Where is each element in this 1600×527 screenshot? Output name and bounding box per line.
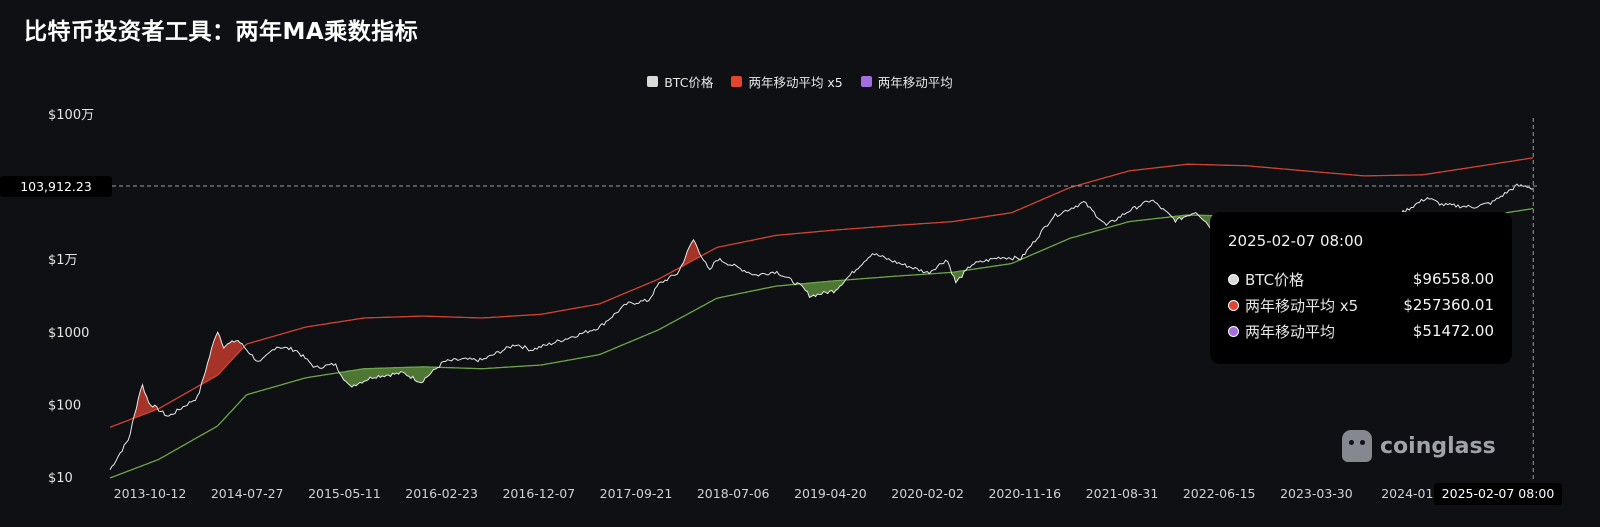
x-tick-label: 2020-11-16: [988, 486, 1061, 501]
undervalued-fill-region: [339, 366, 438, 388]
x-tick-label: 2017-09-21: [600, 486, 673, 501]
tooltip-row-2y-ma: 两年移动平均 $51472.00: [1228, 318, 1494, 344]
series-line-2y-ma-x5: [109, 157, 1534, 428]
x-tick-label: 2019-04-20: [794, 486, 867, 501]
chart-title: 比特币投资者工具：两年MA乘数指标: [24, 19, 419, 45]
tooltip-label-2y-ma-x5: 两年移动平均 x5: [1245, 296, 1359, 315]
x-tick-label: 2016-02-23: [405, 486, 478, 501]
x-tick-label: 2015-05-11: [308, 486, 381, 501]
legend-label-btc-price: BTC价格: [664, 75, 714, 90]
legend-label-2y-ma-x5: 两年移动平均 x5: [748, 75, 843, 90]
tooltip-label-2y-ma: 两年移动平均: [1245, 322, 1336, 341]
tooltip-date: 2025-02-07 08:00: [1228, 232, 1364, 250]
coinglass-watermark: coinglass: [1342, 430, 1496, 462]
tooltip-value-2y-ma: $51472.00: [1412, 322, 1494, 340]
tooltip-label-btc-price: BTC价格: [1245, 270, 1305, 289]
undervalued-fill-region: [1173, 215, 1190, 223]
x-tick-label: 2022-06-15: [1183, 486, 1256, 501]
tooltip-value-btc-price: $96558.00: [1412, 270, 1494, 288]
legend-swatch-btc-price: [647, 76, 659, 87]
legend-item-btc-price[interactable]: BTC价格: [647, 72, 713, 91]
tooltip-row-btc-price: BTC价格 $96558.00: [1228, 266, 1494, 292]
overheat-fill-region: [681, 239, 700, 267]
x-tick-label: 2018-07-06: [697, 486, 770, 501]
y-tick-label: $1万: [48, 253, 78, 268]
coinglass-logo-icon: [1342, 430, 1372, 462]
x-tick-label: 2021-08-31: [1086, 486, 1159, 501]
x-tick-label: 2020-02-02: [891, 486, 964, 501]
crosshair-date-label: 2025-02-07 08:00: [1434, 483, 1562, 505]
x-tick-label: 2016-12-07: [502, 486, 575, 501]
x-tick-label: 2013-10-12: [114, 486, 187, 501]
undervalued-fill-region: [801, 280, 844, 298]
tooltip-dot-2y-ma: [1228, 325, 1239, 337]
y-tick-label: $100万: [48, 108, 94, 123]
y-tick-label: $100: [48, 398, 81, 413]
tooltip-dot-2y-ma-x5: [1228, 299, 1239, 311]
crosshair-price-label: 103,912.23: [0, 176, 112, 197]
legend-item-2y-ma-x5[interactable]: 两年移动平均 x5: [731, 72, 843, 91]
legend-item-2y-ma[interactable]: 两年移动平均: [860, 72, 953, 91]
tooltip-panel: 2025-02-07 08:00 BTC价格 $96558.00 两年移动平均 …: [1210, 212, 1512, 364]
chart-legend: BTC价格 两年移动平均 x5 两年移动平均: [0, 72, 1600, 91]
legend-swatch-2y-ma: [860, 76, 872, 87]
watermark-text: coinglass: [1380, 433, 1496, 459]
tooltip-row-2y-ma-x5: 两年移动平均 x5 $257360.01: [1228, 292, 1494, 318]
y-tick-label: $10: [48, 471, 73, 486]
overheat-fill-region: [201, 332, 243, 385]
legend-swatch-2y-ma-x5: [731, 76, 743, 87]
x-tick-label: 2024-01-1: [1381, 486, 1446, 501]
x-tick-label: 2023-03-30: [1280, 486, 1353, 501]
tooltip-value-2y-ma-x5: $257360.01: [1403, 296, 1494, 314]
undervalued-fill-region: [951, 270, 964, 283]
y-tick-label: $1000: [48, 326, 89, 341]
x-tick-label: 2014-07-27: [211, 486, 284, 501]
legend-label-2y-ma: 两年移动平均: [877, 75, 953, 90]
tooltip-dot-btc-price: [1228, 273, 1239, 285]
